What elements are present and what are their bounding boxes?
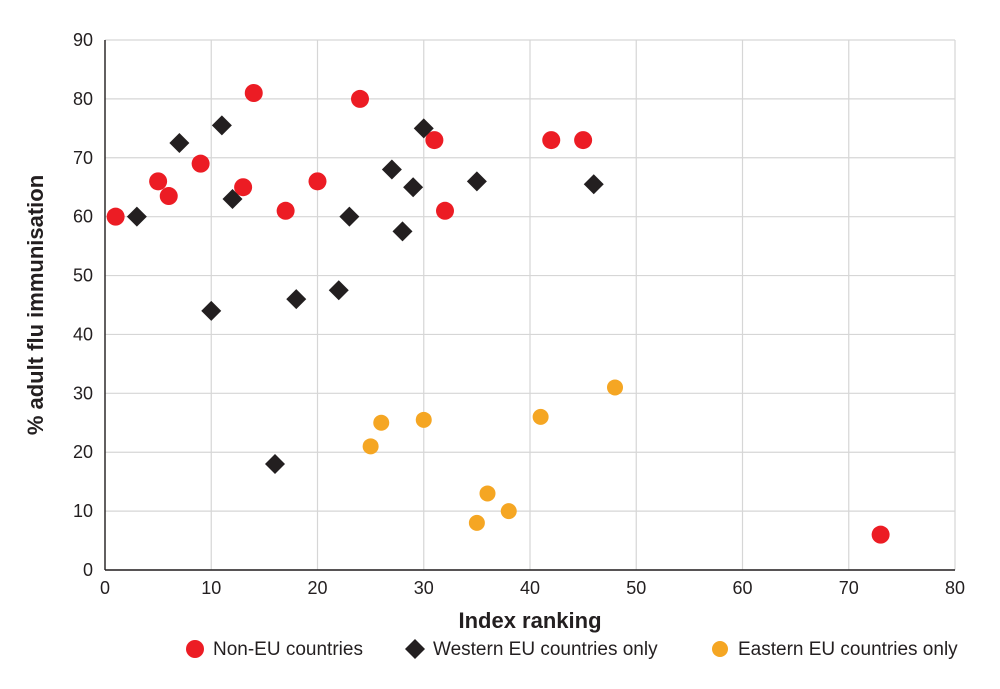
data-point <box>351 90 369 108</box>
data-point <box>309 172 327 190</box>
data-point <box>533 409 549 425</box>
y-tick-label: 50 <box>73 266 93 286</box>
y-tick-label: 80 <box>73 89 93 109</box>
data-point <box>277 202 295 220</box>
data-point <box>149 172 167 190</box>
data-point <box>186 640 204 658</box>
y-tick-label: 20 <box>73 442 93 462</box>
y-tick-label: 30 <box>73 383 93 403</box>
y-tick-label: 90 <box>73 30 93 50</box>
y-tick-label: 70 <box>73 148 93 168</box>
legend-label: Non-EU countries <box>213 639 363 660</box>
y-tick-label: 40 <box>73 324 93 344</box>
x-tick-label: 30 <box>414 578 434 598</box>
x-tick-label: 40 <box>520 578 540 598</box>
data-point <box>480 485 496 501</box>
x-axis-label: Index ranking <box>458 608 601 633</box>
data-point <box>712 641 728 657</box>
data-point <box>245 84 263 102</box>
data-point <box>416 412 432 428</box>
x-tick-label: 70 <box>839 578 859 598</box>
data-point <box>363 438 379 454</box>
data-point <box>574 131 592 149</box>
x-tick-label: 10 <box>201 578 221 598</box>
data-point <box>160 187 178 205</box>
data-point <box>192 155 210 173</box>
data-point <box>542 131 560 149</box>
data-point <box>469 515 485 531</box>
data-point <box>107 208 125 226</box>
data-point <box>501 503 517 519</box>
y-tick-label: 10 <box>73 501 93 521</box>
data-point <box>872 526 890 544</box>
x-tick-label: 60 <box>732 578 752 598</box>
scatter-chart: 0 10 20 30 40 50 60 70 80 0 10 20 30 40 50 60 70 80 90 Inde… <box>0 0 1000 689</box>
y-tick-label: 0 <box>83 560 93 580</box>
chart-svg: 0 10 20 30 40 50 60 70 80 0 10 20 30 40 50 60 70 80 90 Inde… <box>0 0 1000 689</box>
legend-label: Eastern EU countries only <box>738 639 958 660</box>
data-point <box>607 379 623 395</box>
x-tick-label: 50 <box>626 578 646 598</box>
legend: Non-EU countries Western EU countries onl… <box>186 639 958 660</box>
x-tick-label: 20 <box>307 578 327 598</box>
legend-label: Western EU countries only <box>433 639 658 660</box>
data-point <box>436 202 454 220</box>
x-tick-label: 0 <box>100 578 110 598</box>
y-tick-label: 60 <box>73 207 93 227</box>
data-point <box>373 415 389 431</box>
x-tick-label: 80 <box>945 578 965 598</box>
y-axis-label: % adult flu immunisation <box>23 175 48 435</box>
